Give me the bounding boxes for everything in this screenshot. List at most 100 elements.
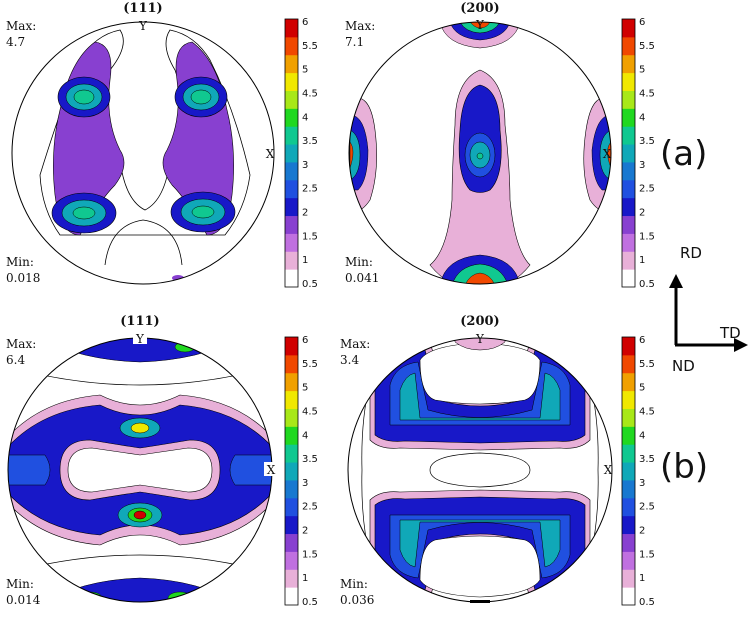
y-axis-label: Y <box>138 19 148 33</box>
rd-label: RD <box>680 244 702 262</box>
colorbar-segment <box>285 90 298 109</box>
colorbar-segment <box>285 372 298 392</box>
colorbar-segment <box>285 233 298 252</box>
max-label: Max: <box>345 19 375 33</box>
colorbar-segment <box>622 90 635 109</box>
colorbar-segment <box>622 197 635 217</box>
colorbar-segment <box>285 479 298 499</box>
colorbar-tick-label: 2.5 <box>302 502 318 513</box>
colorbar-tick-label: 3 <box>302 478 308 489</box>
colorbar-tick-label: 2 <box>302 208 308 219</box>
colorbar-tick-label: 3 <box>639 160 645 171</box>
max-label: Max: <box>6 19 36 33</box>
pole-figure-200-b: (200) Y X Max: 3.4 Min: 0.036 <box>340 314 613 607</box>
td-arrowhead-icon <box>734 338 748 352</box>
colorbar-segment <box>622 19 635 38</box>
colorbar-tick-label: 4.5 <box>302 406 318 417</box>
colorbar-segment <box>622 444 635 463</box>
colorbar-tick-label: 1 <box>639 573 645 584</box>
colorbar-segment <box>622 569 635 588</box>
colorbar-tick-label: 5.5 <box>639 41 655 52</box>
colorbar-segment <box>285 587 298 606</box>
colorbar: 6 5.5 5 4.5 4 3.5 3 2.5 2 1.5 1 0.5 <box>284 17 318 290</box>
colorbar-tick-label: 2.5 <box>639 184 655 195</box>
colorbar-tick-label: 1 <box>639 255 645 266</box>
colorbar-segment <box>285 269 298 288</box>
y-axis-label: Y <box>135 332 145 346</box>
colorbar-segment <box>285 144 298 163</box>
nd-label: ND <box>672 357 695 375</box>
colorbar-segment <box>285 72 298 91</box>
max-value: 3.4 <box>340 353 359 367</box>
colorbar-segment <box>622 108 635 127</box>
max-value: 4.7 <box>6 35 25 49</box>
colorbar-tick-label: 3.5 <box>639 454 655 465</box>
colorbar-tick-label: 2.5 <box>639 502 655 513</box>
min-value: 0.036 <box>340 593 374 607</box>
row-label-a: (a) <box>660 134 707 174</box>
colorbar-segment <box>622 144 635 163</box>
colorbar-tick-label: 5 <box>639 65 645 76</box>
colorbar-tick-label: 1.5 <box>302 549 318 560</box>
colorbar-segment <box>622 161 635 181</box>
max-value: 6.4 <box>6 353 25 367</box>
pole-figure-111-a: (111) Y X Max: 4.7 Min: 0.018 <box>6 1 275 285</box>
colorbar-segment <box>622 408 635 427</box>
colorbar-tick-label: 0.5 <box>302 279 318 290</box>
colorbar-tick-label: 0.5 <box>302 597 318 608</box>
colorbar-tick-label: 1.5 <box>639 549 655 560</box>
colorbar-tick-label: 3.5 <box>302 136 318 147</box>
colorbar-segment <box>622 233 635 252</box>
colorbar-tick-label: 6 <box>302 335 308 346</box>
colorbar-segment <box>285 551 298 570</box>
colorbar-segment <box>285 179 298 199</box>
pole-figure-title: (200) <box>460 1 499 16</box>
colorbar-segment <box>622 215 635 234</box>
colorbar-tick-label: 3.5 <box>639 136 655 147</box>
colorbar-segment <box>622 515 635 535</box>
pole-figure-200-a: (200) Y X Max: 7.1 Min: 0.041 <box>345 1 612 285</box>
colorbar-segment <box>622 36 635 56</box>
colorbar-segment <box>285 19 298 38</box>
colorbar-frame <box>284 336 299 606</box>
colorbar-tick-label: 0.5 <box>639 279 655 290</box>
colorbar-tick-label: 3 <box>639 478 645 489</box>
colorbar-segment <box>622 587 635 606</box>
colorbar-segment <box>285 569 298 588</box>
rd-arrowhead-icon <box>669 274 683 288</box>
colorbar-tick-label: 4.5 <box>302 88 318 99</box>
colorbar: 6 5.5 5 4.5 4 3.5 3 2.5 2 1.5 1 0.5 <box>284 335 318 608</box>
colorbar-segment <box>285 444 298 463</box>
colorbar-tick-label: 4 <box>639 112 645 123</box>
colorbar-segment <box>622 72 635 91</box>
colorbar-segment <box>285 533 298 552</box>
pole-figure-title: (111) <box>123 1 162 16</box>
colorbar-frame <box>284 18 299 288</box>
colorbar-tick-label: 4.5 <box>639 88 655 99</box>
colorbar-tick-label: 1 <box>302 573 308 584</box>
colorbar-frame <box>621 18 636 288</box>
y-axis-label: Y <box>475 18 485 32</box>
colorbar-segment <box>285 497 298 517</box>
colorbar-segment <box>285 337 298 356</box>
colorbar-segment <box>622 179 635 199</box>
row-label-b: (b) <box>660 447 708 487</box>
colorbar-tick-label: 6 <box>639 17 645 28</box>
min-label: Min: <box>345 255 373 269</box>
min-label: Min: <box>340 577 368 591</box>
colorbar-tick-label: 0.5 <box>639 597 655 608</box>
colorbar-tick-label: 2 <box>639 208 645 219</box>
max-label: Max: <box>340 337 370 351</box>
colorbar-segment <box>622 390 635 409</box>
colorbar-tick-label: 3.5 <box>302 454 318 465</box>
colorbar-tick-label: 4 <box>302 430 308 441</box>
colorbar-tick-label: 1 <box>302 255 308 266</box>
colorbar-tick-label: 1.5 <box>302 231 318 242</box>
colorbar-segment <box>285 36 298 56</box>
colorbar-tick-label: 5 <box>639 383 645 394</box>
colorbar-segment <box>622 426 635 445</box>
colorbar-tick-label: 4 <box>302 112 308 123</box>
colorbar-segment <box>622 126 635 145</box>
min-value: 0.041 <box>345 271 379 285</box>
